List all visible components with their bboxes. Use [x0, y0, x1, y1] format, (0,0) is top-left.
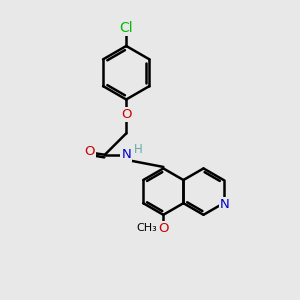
Text: Cl: Cl	[119, 21, 133, 35]
Text: CH₃: CH₃	[136, 223, 158, 233]
Text: N: N	[220, 198, 230, 211]
Text: N: N	[121, 148, 131, 161]
Text: H: H	[134, 143, 143, 156]
Text: O: O	[158, 222, 169, 235]
Text: O: O	[85, 145, 95, 158]
Text: O: O	[121, 108, 131, 122]
